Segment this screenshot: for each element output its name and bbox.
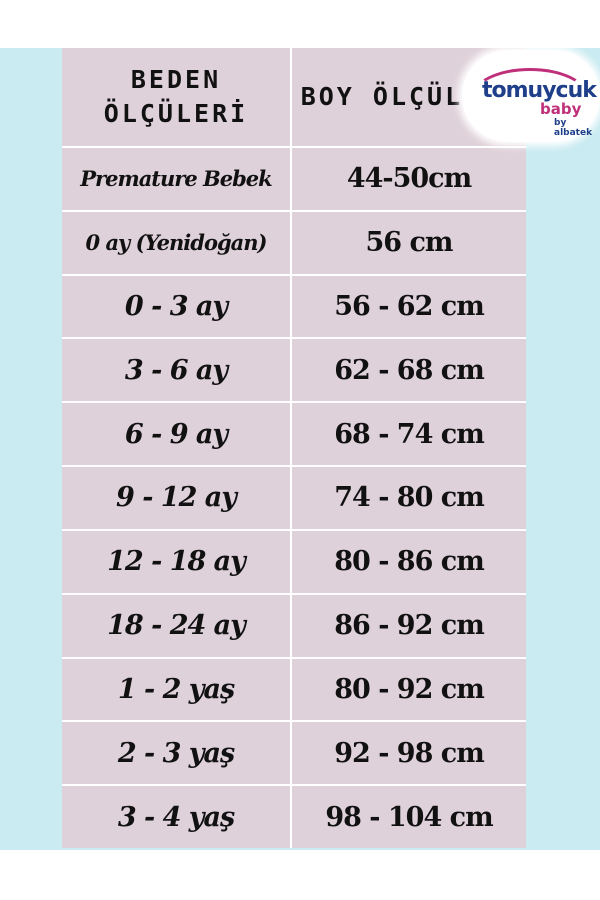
size-cell: 1 - 2 yaş	[62, 658, 290, 721]
size-cell: 12 - 18 ay	[62, 530, 290, 593]
size-cell: 6 - 9 ay	[62, 403, 290, 466]
size-chart-table: BEDEN ÖLÇÜLERİ BOY ÖLÇÜLERİ Premature Be…	[62, 48, 526, 848]
size-cell: 9 - 12 ay	[62, 467, 290, 529]
logo-by: by albatek	[554, 118, 593, 138]
height-cell: 92 - 98 cm	[292, 722, 526, 785]
size-cell: 2 - 3 yaş	[62, 722, 290, 785]
size-cell: Premature Bebek	[62, 148, 290, 210]
height-cell: 86 - 92 cm	[292, 594, 526, 657]
height-cell: 80 - 86 cm	[292, 530, 526, 593]
height-cell: 62 - 68 cm	[292, 339, 526, 402]
height-cell: 98 - 104 cm	[292, 786, 526, 848]
size-cell: 0 ay (Yenidoğan)	[62, 211, 290, 274]
height-cell: 56 - 62 cm	[292, 275, 526, 338]
header-size: BEDEN ÖLÇÜLERİ	[62, 48, 290, 146]
size-cell: 3 - 4 yaş	[62, 786, 290, 848]
logo-brand: tomuycuk	[482, 78, 597, 103]
height-cell: 74 - 80 cm	[292, 467, 526, 529]
height-cell: 68 - 74 cm	[292, 403, 526, 466]
size-cell: 3 - 6 ay	[62, 339, 290, 402]
brand-logo: tomuycuk baby by albatek	[462, 50, 600, 142]
logo-swoosh	[472, 68, 588, 124]
height-cell: 44-50cm	[292, 148, 526, 210]
logo-sub: baby	[540, 100, 582, 118]
height-cell: 80 - 92 cm	[292, 658, 526, 721]
size-cell: 18 - 24 ay	[62, 594, 290, 657]
size-cell: 0 - 3 ay	[62, 275, 290, 338]
height-cell: 56 cm	[292, 211, 526, 274]
